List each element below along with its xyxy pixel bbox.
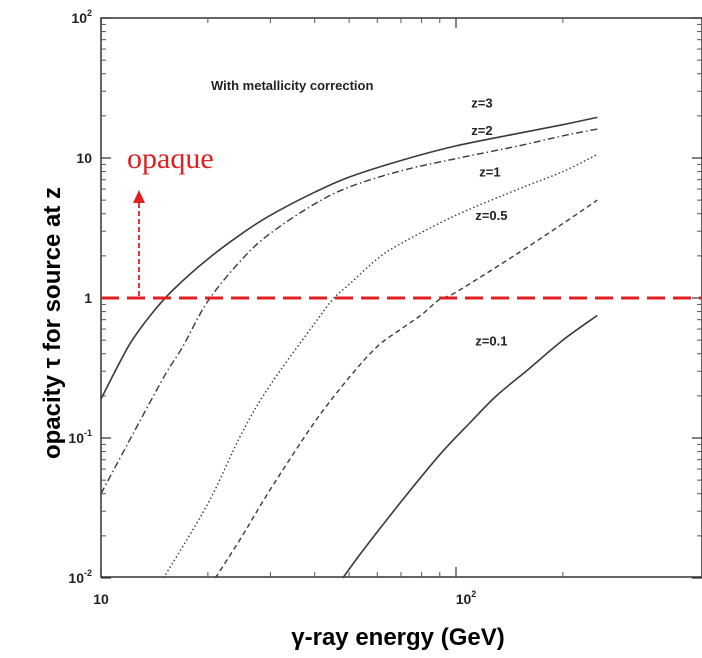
series-line-z3 <box>100 116 598 400</box>
x-axis-label: γ-ray energy (GeV) <box>291 624 504 651</box>
series-line-z0.1 <box>342 314 598 579</box>
series-label: z=0.5 <box>475 208 507 223</box>
series-label: z=2 <box>471 123 492 138</box>
y-tick-label: 102 <box>71 8 92 26</box>
series-line-z1 <box>162 153 598 579</box>
x-tick-label: 102 <box>456 589 477 607</box>
series-label: z=1 <box>479 164 500 179</box>
y-tick-label: 10-1 <box>68 428 92 446</box>
y-axis-label: opacity τ for source at z <box>39 187 66 459</box>
opaque-arrow-head <box>133 190 145 203</box>
x-tick-label: 10 <box>93 591 109 607</box>
series-line-z2 <box>100 128 598 495</box>
opaque-label: opaque <box>127 142 214 175</box>
series-line-z0.5 <box>214 199 598 579</box>
series-label: z=3 <box>471 95 492 110</box>
y-tick-label: 10-2 <box>68 568 92 586</box>
opaque-threshold: opaque <box>101 142 702 300</box>
series-label: z=0.1 <box>475 333 507 348</box>
series-lines <box>100 116 598 579</box>
axis-ticks: 10-2 10-1 1 10 102 10 102 <box>68 8 702 607</box>
series-labels: z=3 z=2 z=1 z=0.5 z=0.1 <box>471 95 507 348</box>
y-tick-label: 1 <box>84 290 92 306</box>
chart-title: With metallicity correction <box>211 78 373 93</box>
y-tick-label: 10 <box>76 150 92 166</box>
